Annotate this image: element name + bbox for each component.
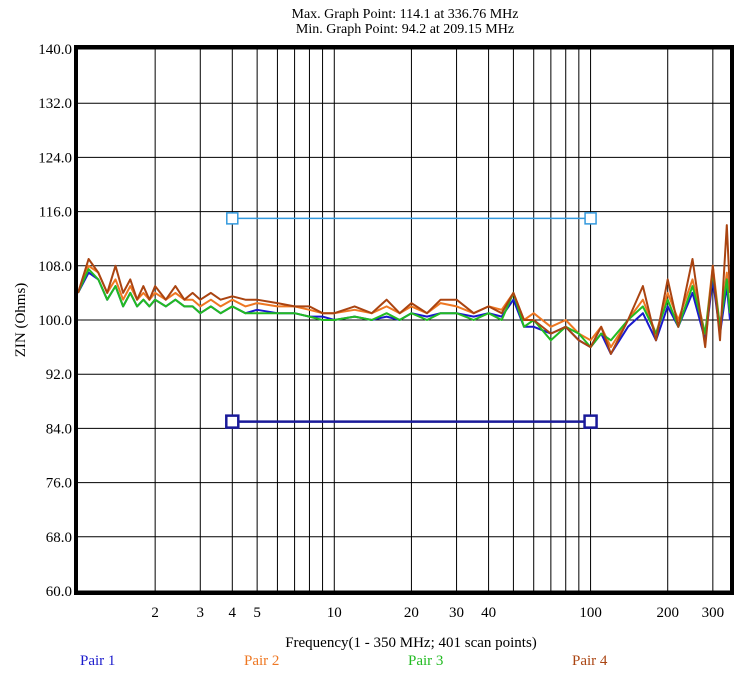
x-tick-label: 20 [404, 605, 419, 621]
y-tick-label: 140.0 [38, 42, 72, 58]
y-tick-label: 60.0 [46, 584, 72, 600]
plot-frame [74, 45, 734, 595]
y-tick-label: 100.0 [38, 313, 72, 329]
x-tick-label: 40 [481, 605, 496, 621]
y-tick-label: 124.0 [38, 150, 72, 166]
y-tick-label: 68.0 [46, 530, 72, 546]
legend-pair-4: Pair 4 [572, 653, 608, 669]
y-tick-label: 132.0 [38, 96, 72, 112]
x-tick-label: 5 [253, 605, 261, 621]
x-tick-label: 3 [197, 605, 205, 621]
series-pair-2 [77, 264, 731, 349]
max-graph-point: Max. Graph Point: 114.1 at 336.76 MHz [291, 7, 519, 22]
y-tick-label: 116.0 [39, 205, 72, 221]
legend-pair-1: Pair 1 [80, 653, 116, 669]
lower-limit-marker [225, 414, 240, 429]
limit-lines [225, 212, 598, 429]
series-lines [77, 224, 731, 355]
y-tick-labels: 60.0 68.0 76.0 84.0 92.0 100.0 108.0 116.0 124.0… [38, 42, 72, 600]
y-tick-label: 108.0 [38, 259, 72, 275]
x-tick-label: 300 [702, 605, 725, 621]
min-graph-point: Min. Graph Point: 94.2 at 209.15 MHz [295, 22, 515, 37]
series-pair-3 [77, 268, 731, 349]
legend-pair-3: Pair 3 [408, 653, 444, 669]
y-tick-label: 84.0 [46, 421, 72, 437]
x-tick-label: 200 [656, 605, 679, 621]
x-axis-label: Frequency(1 - 350 MHz; 401 scan points) [285, 635, 537, 651]
upper-limit-marker [226, 212, 239, 225]
y-axis-label: ZIN (Ohms) [13, 283, 29, 358]
x-tick-label: 100 [579, 605, 602, 621]
y-tick-label: 76.0 [46, 476, 72, 492]
x-tick-label: 10 [327, 605, 342, 621]
grid [78, 48, 730, 592]
x-tick-label: 2 [151, 605, 159, 621]
upper-limit-marker [584, 212, 597, 225]
x-tick-label: 30 [449, 605, 464, 621]
y-tick-label: 92.0 [46, 367, 72, 383]
lower-limit-marker [583, 414, 598, 429]
legend-pair-2: Pair 2 [244, 653, 280, 669]
x-tick-label: 4 [229, 605, 237, 621]
x-tick-labels: 2 3 4 5 10 20 30 40 100 200 300 [151, 605, 724, 621]
series-pair-4 [77, 224, 731, 355]
